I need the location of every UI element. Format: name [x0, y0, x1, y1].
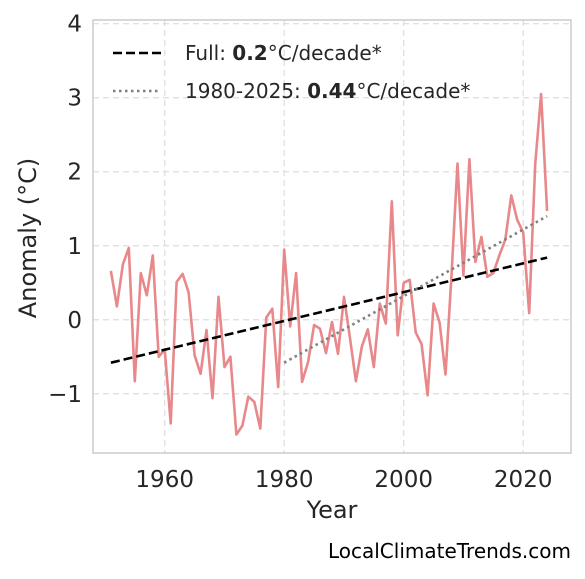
series-layer	[109, 92, 549, 436]
anomaly-line	[109, 92, 549, 436]
x-tick-label: 2020	[494, 467, 553, 493]
grid	[93, 20, 571, 453]
legend-full-trend-label: Full: 0.2°C/decade*	[185, 41, 382, 65]
y-tick-label: −1	[48, 382, 82, 408]
x-tick-label: 1960	[135, 467, 194, 493]
y-tick-label: 0	[67, 308, 82, 334]
y-tick-label: 1	[67, 234, 82, 260]
x-tick-label: 2000	[374, 467, 433, 493]
legend-recent-rate: 0.44	[307, 79, 356, 103]
legend-full-prefix: Full:	[185, 41, 232, 65]
recent-trend-line	[283, 215, 548, 364]
legend-recent-suffix: °C/decade*	[356, 79, 470, 103]
legend: Full: 0.2°C/decade* 1980-2025: 0.44°C/de…	[113, 41, 470, 103]
legend-recent-trend-label: 1980-2025: 0.44°C/decade*	[185, 79, 470, 103]
legend-full-suffix: °C/decade*	[268, 41, 382, 65]
y-axis-title: Anomaly (°C)	[14, 158, 42, 318]
x-tick-labels: 1960 1980 2000 2020	[135, 467, 552, 493]
y-tick-labels: −1 0 1 2 3 4	[48, 12, 82, 408]
legend-recent-prefix: 1980-2025:	[185, 79, 307, 103]
x-axis-title: Year	[306, 496, 358, 524]
y-tick-label: 3	[67, 86, 82, 112]
x-tick-label: 1980	[255, 467, 314, 493]
y-tick-label: 2	[67, 160, 82, 186]
plot-frame	[92, 19, 572, 454]
y-tick-label: 4	[67, 12, 82, 38]
credit-text: LocalClimateTrends.com	[328, 539, 571, 563]
legend-full-rate: 0.2	[232, 41, 267, 65]
full-trend-line	[110, 256, 548, 364]
